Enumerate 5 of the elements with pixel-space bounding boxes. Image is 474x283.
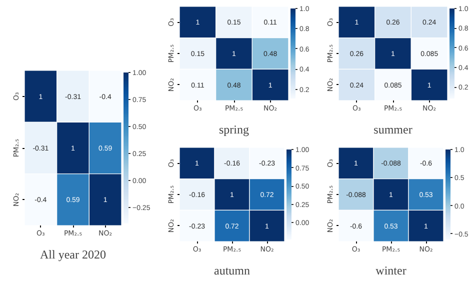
text: autumn [214,264,250,278]
text: All year 2020 [40,248,106,262]
text: winter [376,264,406,278]
text: spring [219,122,249,136]
text: summer [374,122,412,136]
